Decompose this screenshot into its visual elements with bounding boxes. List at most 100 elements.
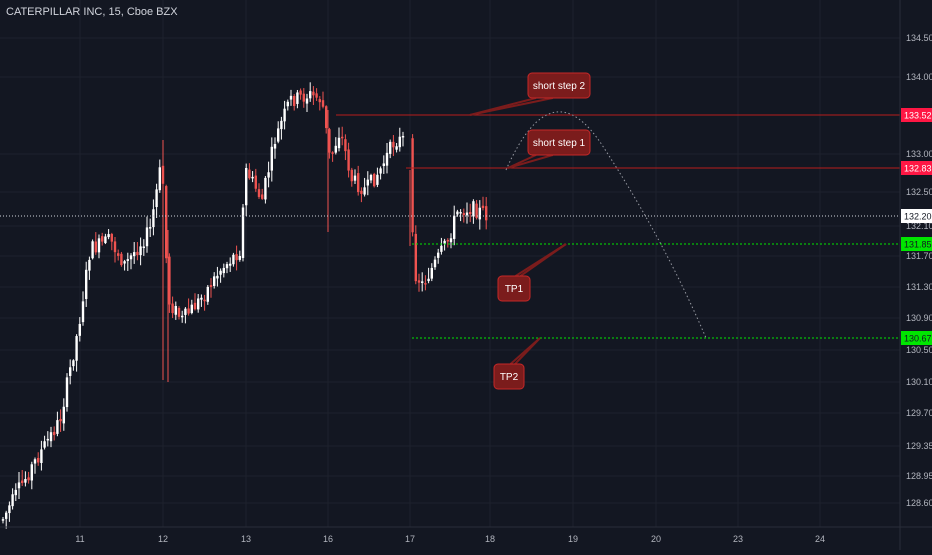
y-tick-label: 134.50 bbox=[906, 33, 932, 43]
price-tag-label: 133.52 bbox=[904, 111, 932, 121]
candle-body bbox=[197, 298, 200, 310]
callout-label: short step 1 bbox=[533, 138, 586, 149]
candle-body bbox=[376, 174, 379, 185]
candle-body bbox=[149, 227, 152, 229]
candle-body bbox=[177, 307, 181, 317]
candle-body bbox=[49, 432, 53, 442]
candle-body bbox=[184, 308, 187, 315]
callout-box[interactable] bbox=[527, 129, 591, 156]
candle-body bbox=[213, 276, 216, 286]
candle-body bbox=[318, 99, 321, 103]
candle-body bbox=[14, 489, 17, 496]
x-tick-label: 12 bbox=[158, 534, 168, 544]
candle-body bbox=[62, 406, 65, 424]
candle-body bbox=[238, 256, 241, 260]
candle-body bbox=[37, 457, 40, 463]
callout-box[interactable] bbox=[493, 363, 525, 390]
callout-box[interactable] bbox=[497, 275, 531, 302]
candle-body bbox=[257, 189, 261, 197]
candle-body bbox=[248, 169, 251, 179]
candle-body bbox=[414, 233, 417, 282]
candle-body bbox=[209, 285, 213, 288]
candle-body bbox=[21, 480, 24, 484]
candle-body bbox=[389, 141, 392, 154]
candle-body bbox=[273, 144, 277, 149]
candle-body bbox=[40, 449, 43, 463]
candle-body bbox=[126, 259, 129, 261]
candle-body bbox=[155, 189, 158, 208]
candle-body bbox=[235, 254, 238, 261]
candle-body bbox=[280, 120, 283, 130]
symbol-title: CATERPILLAR INC, 15, Cboe BZX bbox=[6, 6, 178, 18]
candle-body bbox=[145, 227, 149, 247]
candle-body bbox=[222, 267, 225, 274]
candle-body bbox=[142, 246, 145, 249]
candle-body bbox=[72, 360, 75, 367]
candle-body bbox=[229, 263, 232, 266]
candle-body bbox=[472, 201, 475, 217]
candle-body bbox=[165, 186, 168, 259]
callout-pointer bbox=[519, 243, 567, 277]
price-tag bbox=[901, 237, 932, 251]
price-tag bbox=[901, 331, 932, 345]
candle-body bbox=[59, 418, 62, 422]
candle-body bbox=[245, 168, 248, 206]
candle-body bbox=[30, 464, 33, 481]
x-tick-label: 17 bbox=[405, 534, 415, 544]
candle-body bbox=[187, 308, 190, 314]
candle-body bbox=[485, 206, 488, 221]
candle-body bbox=[46, 438, 49, 441]
candle-body bbox=[449, 238, 453, 243]
candle-body bbox=[241, 207, 245, 258]
callout-box[interactable] bbox=[527, 72, 591, 99]
x-tick-label: 19 bbox=[568, 534, 578, 544]
candle-body bbox=[443, 240, 446, 244]
candle-body bbox=[385, 152, 389, 166]
candle-body bbox=[101, 236, 104, 242]
candle-body bbox=[395, 146, 398, 150]
candle-body bbox=[152, 209, 155, 228]
y-tick-label: 132.50 bbox=[906, 187, 932, 197]
x-tick-label: 18 bbox=[485, 534, 495, 544]
candle-body bbox=[430, 267, 433, 279]
candle-body bbox=[456, 211, 459, 215]
candle-body bbox=[136, 251, 139, 256]
candle-body bbox=[232, 254, 235, 265]
candle-body bbox=[321, 100, 325, 107]
candle-body bbox=[120, 253, 123, 266]
candle-body bbox=[8, 505, 11, 514]
candle-body bbox=[53, 431, 56, 436]
candle-body bbox=[91, 241, 94, 259]
candle-body bbox=[315, 93, 318, 98]
candle-body bbox=[254, 175, 257, 189]
candle-body bbox=[43, 441, 46, 448]
projected-path bbox=[505, 111, 707, 339]
candle-body bbox=[88, 259, 91, 271]
callout-pointer bbox=[507, 154, 554, 169]
x-tick-label: 23 bbox=[733, 534, 743, 544]
candle-body bbox=[350, 169, 353, 182]
candle-body bbox=[203, 299, 206, 302]
candle-body bbox=[216, 275, 219, 279]
candle-body bbox=[85, 269, 88, 299]
candle-body bbox=[328, 129, 331, 153]
x-tick-label: 11 bbox=[75, 534, 84, 544]
price-tag-label: 130.67 bbox=[904, 334, 932, 344]
candle-body bbox=[453, 215, 456, 239]
y-tick-label: 130.90 bbox=[906, 313, 932, 323]
price-tag-label: 131.85 bbox=[904, 240, 932, 250]
candle-body bbox=[24, 479, 27, 483]
candle-body bbox=[289, 95, 293, 100]
candle-body bbox=[261, 194, 264, 199]
price-tag bbox=[901, 161, 932, 175]
candle-body bbox=[341, 136, 344, 139]
candle-body bbox=[133, 252, 136, 257]
candle-body bbox=[17, 482, 21, 489]
candle-body bbox=[302, 93, 305, 102]
candle-body bbox=[78, 323, 81, 336]
candle-body bbox=[225, 264, 229, 269]
candle-body bbox=[33, 459, 37, 464]
